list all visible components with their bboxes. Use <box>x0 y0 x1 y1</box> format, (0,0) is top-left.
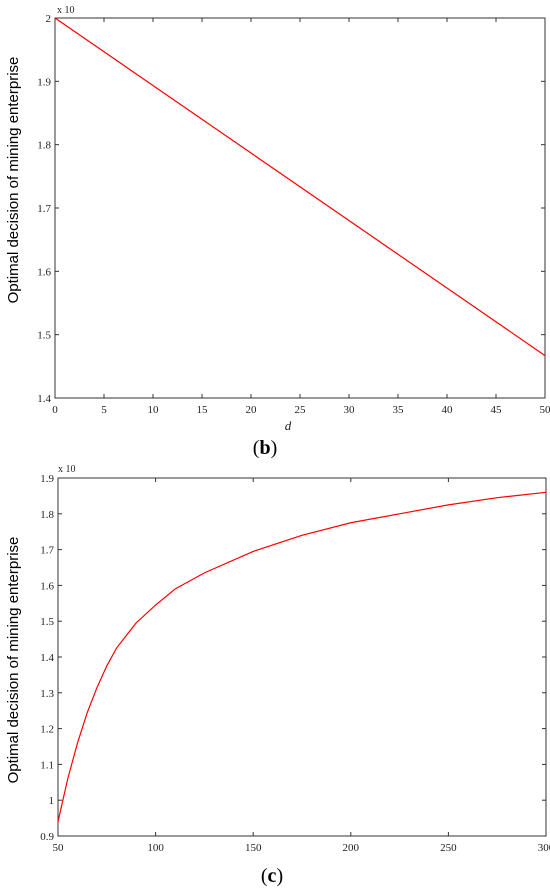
x-tick-label: 300 <box>538 842 550 854</box>
x-tick-label: 50 <box>540 404 550 416</box>
y-tick-label: 1.3 <box>40 688 54 700</box>
y-tick-label: 2 <box>46 13 52 25</box>
y-tick-label: 0.9 <box>40 831 54 843</box>
y-tick-label: 1.9 <box>40 473 54 485</box>
y-tick-label: 1.6 <box>37 266 51 278</box>
plot-frame-b <box>54 17 546 399</box>
y-tick-label: 1.6 <box>40 580 54 592</box>
x-tick-label: 35 <box>393 404 405 416</box>
panel-caption-c: (c) <box>261 865 283 887</box>
y-tick-label: 1 <box>49 795 55 807</box>
x-tick-label: 15 <box>197 404 209 416</box>
x-tick-label: 200 <box>343 842 360 854</box>
plot-frame-c <box>57 477 547 837</box>
x-ticks-c: 50 100 150 200 250 300 <box>53 478 550 854</box>
chart-panel-b: 0 5 10 15 20 25 30 35 40 45 50 1.4 1.5 1.6 1.7 1.8 1.9 2… <box>5 5 550 459</box>
y-multiplier-b: x 10 <box>57 5 75 16</box>
x-tick-label: 100 <box>147 842 164 854</box>
y-tick-label: 1.5 <box>40 616 54 628</box>
y-ticks-c: 0.9 1 1.1 1.2 1.3 1.4 1.5 1.6 1.7 1.8 1.9 <box>40 473 546 843</box>
x-tick-label: 25 <box>295 404 307 416</box>
x-tick-label: 5 <box>101 404 107 416</box>
y-ticks-b: 1.4 1.5 1.6 1.7 1.8 1.9 2 <box>37 13 545 405</box>
x-tick-label: 40 <box>442 404 454 416</box>
series-line-b <box>54 17 546 357</box>
x-tick-label: 20 <box>246 404 258 416</box>
y-tick-label: 1.4 <box>37 393 51 405</box>
y-tick-label: 1.8 <box>40 509 54 521</box>
x-tick-label: 10 <box>148 404 160 416</box>
y-tick-label: 1.2 <box>40 724 54 736</box>
y-tick-label: 1.1 <box>40 759 54 771</box>
x-tick-label: 150 <box>245 842 262 854</box>
x-tick-label: 50 <box>53 842 65 854</box>
series-line-c <box>57 491 547 822</box>
y-tick-label: 1.9 <box>37 76 51 88</box>
y-tick-label: 1.7 <box>37 203 51 215</box>
y-axis-label-c: Optimal decision of mining enterprise <box>5 537 22 784</box>
panel-caption-b: (b) <box>253 437 277 459</box>
x-axis-label-b: d <box>285 418 292 433</box>
y-axis-label-b: Optimal decision of mining enterprise <box>5 57 22 304</box>
x-tick-label: 250 <box>440 842 457 854</box>
y-tick-label: 1.8 <box>37 140 51 152</box>
y-tick-label: 1.7 <box>40 545 54 557</box>
y-tick-label: 1.5 <box>37 330 51 342</box>
y-multiplier-c: x 10 <box>58 464 76 475</box>
x-tick-label: 0 <box>52 404 58 416</box>
x-tick-label: 30 <box>344 404 356 416</box>
x-tick-label: 45 <box>491 404 503 416</box>
y-tick-label: 1.4 <box>40 652 54 664</box>
x-ticks-b: 0 5 10 15 20 25 30 35 40 45 50 <box>52 18 550 416</box>
chart-panel-c: 50 100 150 200 250 300 0.9 1 1.1 1.2 1.3 1.4 1.5 1.6… <box>5 464 550 887</box>
